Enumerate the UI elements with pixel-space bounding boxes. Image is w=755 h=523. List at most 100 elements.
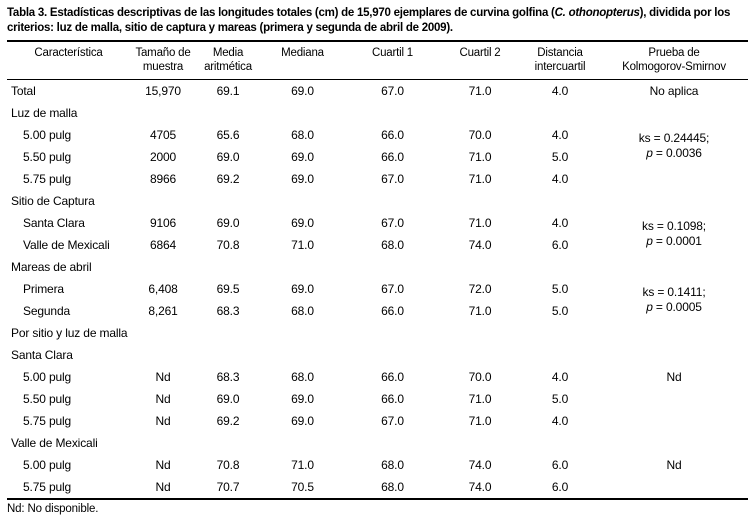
cell-value: 70.0 xyxy=(468,370,492,384)
ks-p-value: p = 0.0005 xyxy=(646,300,702,314)
cell-value: 68.0 xyxy=(291,370,314,384)
cell-value: 5.0 xyxy=(551,392,569,406)
row-label: 5.00 pulg xyxy=(23,370,72,384)
ks-statistic: ks = 0.1098; xyxy=(642,219,706,233)
row-label: 5.00 pulg xyxy=(23,458,72,472)
section-row: Valle de Mexicali xyxy=(7,432,748,454)
column-header: Tamaño de muestra xyxy=(130,41,196,80)
cell-value: 69.5 xyxy=(216,282,240,296)
cell-value: Nd xyxy=(155,458,171,472)
cell-value: 69.0 xyxy=(291,84,314,98)
cell-value: 74.0 xyxy=(468,480,492,494)
cell-value: 67.0 xyxy=(381,84,404,98)
column-header: Cuartil 2 xyxy=(440,41,520,80)
cell-value: 5.0 xyxy=(551,282,569,296)
cell-value: 69.0 xyxy=(216,150,240,164)
cell-value: 2000 xyxy=(149,150,177,164)
cell-value: 71.0 xyxy=(468,84,492,98)
column-header: Prueba de Kolmogorov-Smirnov xyxy=(600,41,748,80)
column-header: Distancia intercuartil xyxy=(520,41,600,80)
cell-value: 6.0 xyxy=(551,480,569,494)
cell-value: Nd xyxy=(155,480,171,494)
cell-value: 6,408 xyxy=(148,282,178,296)
cell-value: 71.0 xyxy=(291,458,314,472)
ks-test-cell: Nd xyxy=(666,370,682,384)
ks-p-value: p = 0.0001 xyxy=(646,234,702,248)
ks-test-cell xyxy=(600,476,748,499)
cell-value: 69.0 xyxy=(291,392,314,406)
ks-test-cell: ks = 0.24445; p = 0.0036 xyxy=(600,124,748,168)
ks-p-value: p = 0.0036 xyxy=(646,146,702,160)
cell-value: 6.0 xyxy=(551,238,569,252)
row-label: Valle de Mexicali xyxy=(23,238,110,252)
cell-value: 74.0 xyxy=(468,238,492,252)
cell-value: 74.0 xyxy=(468,458,492,472)
cell-value: 69.0 xyxy=(216,216,240,230)
cell-value: 67.0 xyxy=(381,282,404,296)
table-header: Característica Tamaño de muestra Media aritm… xyxy=(7,41,748,80)
data-row: 5.75 pulg 8966 69.2 69.0 67.0 71.0 4.0 xyxy=(7,168,748,190)
section-label: Sitio de Captura xyxy=(11,194,95,208)
cell-value: 4.0 xyxy=(551,414,569,428)
section-label: Por sitio y luz de malla xyxy=(11,326,128,340)
cell-value: 66.0 xyxy=(381,150,404,164)
caption-species-name: C. othonopterus xyxy=(554,7,640,19)
descriptive-statistics-table: Característica Tamaño de muestra Media aritm… xyxy=(7,40,748,500)
cell-value: 70.8 xyxy=(216,458,240,472)
data-row: Santa Clara 9106 69.0 69.0 67.0 71.0 4.0 ks = 0… xyxy=(7,212,748,248)
section-row: Mareas de abril xyxy=(7,256,748,278)
column-header: Cuartil 1 xyxy=(345,41,440,80)
cell-value: 69.0 xyxy=(291,282,314,296)
cell-value: 68.3 xyxy=(216,304,240,318)
data-row: 5.75 pulg Nd 69.2 69.0 67.0 71.0 4.0 xyxy=(7,410,748,432)
cell-value: 70.7 xyxy=(216,480,240,494)
cell-value: 69.2 xyxy=(216,414,240,428)
column-header: Mediana xyxy=(260,41,345,80)
cell-value: 71.0 xyxy=(291,238,314,252)
row-label: 5.75 pulg xyxy=(23,480,72,494)
data-row: 5.00 pulg Nd 68.3 68.0 66.0 70.0 4.0 Nd xyxy=(7,366,748,388)
row-label: Total xyxy=(11,84,36,98)
cell-value: 68.0 xyxy=(381,458,404,472)
cell-value: 4.0 xyxy=(551,216,569,230)
cell-value: 71.0 xyxy=(468,216,492,230)
caption-text-after-species: ), dividida por los criterios: luz de ma… xyxy=(7,7,731,34)
cell-value: 72.0 xyxy=(468,282,492,296)
table-caption: Tabla 3. Estadísticas descriptivas de la… xyxy=(7,6,748,35)
section-label: Valle de Mexicali xyxy=(11,436,98,450)
data-row: Segunda 8,261 68.3 68.0 66.0 71.0 5.0 xyxy=(7,300,748,322)
table-footnote: Nd: No disponible. xyxy=(7,503,99,515)
data-row: 5.00 pulg Nd 70.8 71.0 68.0 74.0 6.0 Nd xyxy=(7,454,748,476)
data-row: 5.00 pulg 4705 65.6 68.0 66.0 70.0 4.0 ks = 0.2… xyxy=(7,124,748,160)
ks-test-cell: ks = 0.1411; p = 0.0005 xyxy=(600,278,748,322)
cell-value: 66.0 xyxy=(381,370,404,384)
row-label: 5.75 pulg xyxy=(23,172,72,186)
cell-value: 68.0 xyxy=(291,128,314,142)
cell-value: 4.0 xyxy=(551,172,569,186)
column-header: Media aritmética xyxy=(196,41,260,80)
cell-value: 71.0 xyxy=(468,172,492,186)
cell-value: 69.0 xyxy=(291,150,314,164)
cell-value: 69.0 xyxy=(291,172,314,186)
section-label: Mareas de abril xyxy=(11,260,92,274)
data-row: 5.75 pulg Nd 70.7 70.5 68.0 74.0 6.0 xyxy=(7,476,748,499)
ks-test-cell: No aplica xyxy=(649,84,699,98)
cell-value: 69.0 xyxy=(291,414,314,428)
table-body: Total 15,970 69.1 69.0 67.0 71.0 4.0 No aplica L… xyxy=(7,80,748,500)
cell-value: 68.0 xyxy=(291,304,314,318)
row-label: Segunda xyxy=(23,304,70,318)
cell-value: 4705 xyxy=(149,128,177,142)
section-label: Santa Clara xyxy=(11,348,73,362)
section-row: Santa Clara xyxy=(7,344,748,366)
cell-value: 9106 xyxy=(149,216,177,230)
row-label: 5.50 pulg xyxy=(23,392,72,406)
cell-value: 71.0 xyxy=(468,150,492,164)
cell-value: 71.0 xyxy=(468,392,492,406)
cell-value: 69.1 xyxy=(216,84,240,98)
cell-value: 4.0 xyxy=(551,128,569,142)
row-label: 5.50 pulg xyxy=(23,150,72,164)
row-label: Santa Clara xyxy=(23,216,85,230)
ks-test-cell xyxy=(600,410,748,432)
cell-value: 6864 xyxy=(149,238,177,252)
cell-value: 69.2 xyxy=(216,172,240,186)
